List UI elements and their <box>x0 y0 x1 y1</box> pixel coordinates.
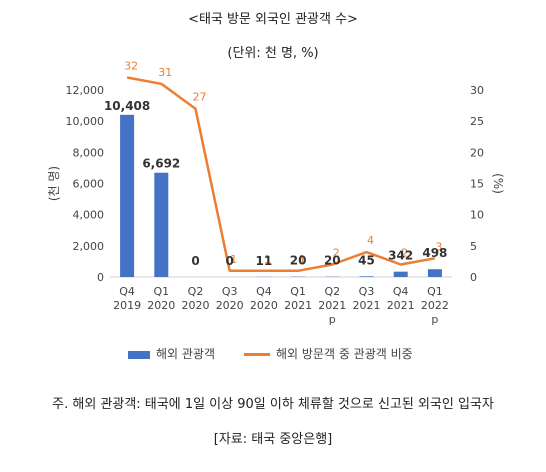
x-tick-label: 2021 <box>387 299 415 312</box>
bar-data-label: 45 <box>358 253 375 267</box>
y-tick-label: 12,000 <box>66 84 105 97</box>
x-tick-label: 2019 <box>113 299 141 312</box>
bar <box>154 172 169 277</box>
chart-unit: (단위: 천 명, %) <box>227 46 319 61</box>
x-tick-label: Q4 <box>256 285 272 298</box>
x-tick-label: Q1 <box>153 285 169 298</box>
line-data-label: 3 <box>435 240 442 253</box>
x-tick-label: 2020 <box>182 299 210 312</box>
y-tick-label: 4,000 <box>73 209 105 222</box>
x-tick-label: Q4 <box>393 285 409 298</box>
y-tick-label: 10,000 <box>66 115 105 128</box>
x-tick-label: 2020 <box>147 299 175 312</box>
x-tick-label: p <box>329 313 336 326</box>
bar-data-label: 11 <box>256 254 273 268</box>
line-series <box>126 76 436 273</box>
line-data-label: 1 <box>299 253 306 266</box>
legend: 해외 관광객 해외 방문객 중 관광객 비중 <box>0 345 546 363</box>
line-data-label: 2 <box>401 247 408 260</box>
bar-data-label: 0 <box>191 254 199 268</box>
line-data-label: 31 <box>158 66 172 79</box>
bar <box>359 276 374 277</box>
bar <box>393 271 408 277</box>
x-tick-label: 2021 <box>284 299 312 312</box>
bar-data-label: 10,408 <box>104 99 150 113</box>
x-tick-label: Q3 <box>222 285 238 298</box>
bar-data-label: 20 <box>290 254 307 268</box>
footnote: 주. 해외 관광객: 태국에 1일 이상 90일 이하 체류할 것으로 신고된 … <box>52 397 494 412</box>
y2-tick-label: 0 <box>470 271 477 284</box>
line-data-label: 27 <box>193 91 207 104</box>
x-tick-label: Q2 <box>324 285 340 298</box>
line-data-label: 32 <box>124 60 138 73</box>
y-tick-label: 0 <box>97 271 104 284</box>
x-tick-label: Q3 <box>359 285 375 298</box>
y-tick-label: 8,000 <box>73 146 105 159</box>
chart-canvas: 02,0004,0006,0008,00010,00012,0000510152… <box>46 60 505 326</box>
line-data-label: 2 <box>333 247 340 260</box>
bar-data-label: 342 <box>388 249 413 263</box>
y-tick-label: 6,000 <box>73 178 105 191</box>
line-data-label: 1 <box>230 253 237 266</box>
legend-swatch-line <box>244 353 270 356</box>
line-data-label: 1 <box>264 253 271 266</box>
y2-tick-label: 5 <box>470 240 477 253</box>
x-tick-label: Q2 <box>188 285 204 298</box>
y2-axis-title: (%) <box>491 173 505 194</box>
bar-data-label: 6,692 <box>142 157 180 171</box>
bar-data-label: 20 <box>324 254 341 268</box>
x-tick-label: 2020 <box>250 299 278 312</box>
y2-tick-label: 25 <box>470 115 484 128</box>
legend-swatch-bars <box>128 350 150 359</box>
y2-tick-label: 10 <box>470 209 484 222</box>
legend-item-bars: 해외 관광객 <box>128 345 215 362</box>
y2-tick-label: 30 <box>470 84 484 97</box>
x-tick-label: Q1 <box>290 285 306 298</box>
bar <box>120 114 135 277</box>
x-tick-label: 2022 <box>421 299 449 312</box>
x-tick-label: 2020 <box>216 299 244 312</box>
x-tick-label: 2021 <box>318 299 346 312</box>
legend-item-line: 해외 방문객 중 관광객 비중 <box>244 345 413 362</box>
y-axis-title: (천 명) <box>46 166 61 201</box>
x-tick-label: Q1 <box>427 285 443 298</box>
y2-tick-label: 20 <box>470 146 484 159</box>
x-tick-label: Q4 <box>119 285 135 298</box>
bar <box>427 269 442 277</box>
bar-data-label: 498 <box>422 246 447 260</box>
chart-title: <태국 방문 외국인 관광객 수> <box>188 12 358 27</box>
y2-tick-label: 15 <box>470 178 484 191</box>
legend-label-bars: 해외 관광객 <box>156 347 216 361</box>
source-note: [자료: 태국 중앙은행] <box>213 432 333 447</box>
y-tick-label: 2,000 <box>73 240 105 253</box>
bar-data-label: 0 <box>226 254 234 268</box>
legend-label-line: 해외 방문객 중 관광객 비중 <box>276 347 413 361</box>
line-data-label: 4 <box>367 234 374 247</box>
x-tick-label: p <box>431 313 438 326</box>
x-tick-label: 2021 <box>353 299 381 312</box>
